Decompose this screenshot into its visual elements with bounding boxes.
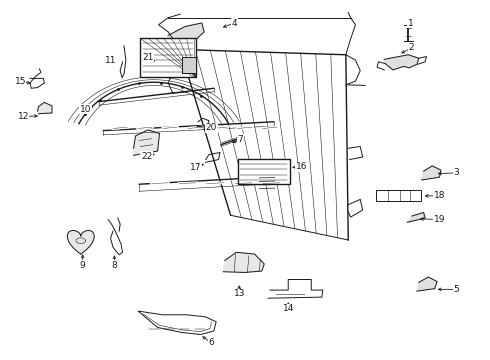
Text: 15: 15 [15,77,26,86]
Text: 22: 22 [141,152,152,161]
FancyBboxPatch shape [182,57,196,73]
Text: 13: 13 [234,289,245,298]
Text: 2: 2 [409,43,415,52]
Polygon shape [417,277,437,291]
Text: 19: 19 [434,215,445,224]
Text: 8: 8 [112,261,117,270]
Text: 1: 1 [408,18,414,27]
Polygon shape [422,166,441,180]
Polygon shape [168,23,204,46]
Polygon shape [407,212,425,222]
FancyBboxPatch shape [376,190,421,201]
Polygon shape [134,130,160,155]
Text: 9: 9 [80,261,86,270]
Text: 10: 10 [80,105,91,114]
Polygon shape [38,102,52,114]
Text: 17: 17 [190,163,202,172]
Text: 18: 18 [434,192,445,201]
Polygon shape [67,230,94,255]
Polygon shape [223,252,264,273]
Text: 11: 11 [105,55,116,64]
Text: 5: 5 [453,285,459,294]
Text: 12: 12 [18,112,29,121]
Text: 4: 4 [232,18,237,27]
FancyBboxPatch shape [140,38,196,77]
Text: 6: 6 [209,338,214,347]
Text: 3: 3 [453,168,459,177]
Polygon shape [384,55,419,70]
Text: 7: 7 [237,135,243,144]
Text: 14: 14 [283,304,294,313]
Text: 20: 20 [206,123,217,132]
Text: 21: 21 [142,53,154,62]
FancyBboxPatch shape [238,159,290,184]
Text: 16: 16 [296,162,307,171]
